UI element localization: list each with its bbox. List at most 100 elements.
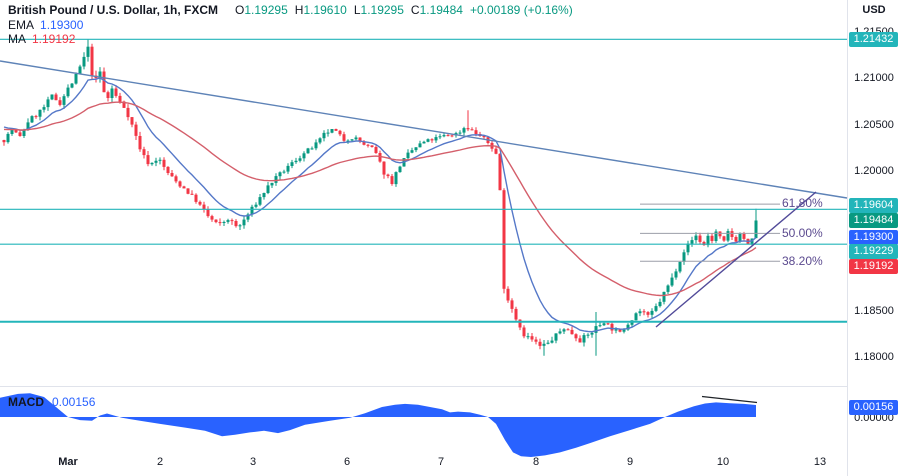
symbol-title[interactable]: British Pound / U.S. Dollar, 1h, FXCM <box>8 3 219 17</box>
candle-body <box>494 148 498 154</box>
candle-body <box>674 271 678 278</box>
candle-body <box>70 83 74 88</box>
price-axis-label: 1.20500 <box>854 119 894 131</box>
close-label: C <box>410 3 420 17</box>
candle-body <box>150 162 154 165</box>
candle-body <box>566 329 570 331</box>
trendline-descending-resistance[interactable] <box>0 60 848 199</box>
candle-body <box>230 220 234 222</box>
candle-body <box>414 147 418 151</box>
candle-body <box>682 252 686 262</box>
candle-body <box>462 128 466 133</box>
candle-body <box>662 291 666 302</box>
candle-body <box>342 134 346 141</box>
candle-body <box>590 332 594 335</box>
candle-body <box>390 176 394 184</box>
candle-body <box>550 340 554 343</box>
candle-body <box>510 300 514 309</box>
candle-body <box>350 139 354 141</box>
candle-body <box>98 71 102 79</box>
candle-body <box>542 343 546 346</box>
candle-body <box>370 145 374 147</box>
macd-legend-row[interactable]: MACD 0.00156 <box>8 395 95 409</box>
candle-body <box>214 219 218 223</box>
candle-body <box>570 329 574 335</box>
ma-line[interactable] <box>3 101 757 297</box>
candle-body <box>622 329 626 332</box>
candle-body <box>614 329 618 331</box>
candle-body <box>618 329 622 332</box>
candle-body <box>206 209 210 217</box>
fib-label-500: 50.00% <box>782 226 823 240</box>
candle-body <box>114 88 118 96</box>
candle-body <box>582 335 586 343</box>
candle-body <box>294 160 298 163</box>
price-axis-label: 1.20000 <box>854 165 894 177</box>
candle-body <box>290 162 294 166</box>
candle-body <box>2 140 6 143</box>
candle-body <box>118 95 122 102</box>
trendline-ascending-support[interactable] <box>655 191 817 328</box>
candle-body <box>38 109 42 117</box>
ema-line[interactable] <box>3 77 757 333</box>
candle-body <box>438 136 442 138</box>
macd-mini-trendline[interactable] <box>701 395 758 404</box>
price-badge-ma: 1.19192 <box>849 259 898 274</box>
candle-body <box>122 101 126 108</box>
candle-body <box>102 71 106 93</box>
candle-body <box>34 116 38 118</box>
candle-body <box>106 92 110 98</box>
candle-body <box>710 235 714 241</box>
candle-body <box>174 176 178 182</box>
candle-body <box>318 138 322 143</box>
close-value: 1.19484 <box>419 3 463 17</box>
candle-body <box>134 124 138 136</box>
price-badge-hline-fib: 1.19604 <box>849 198 898 213</box>
candle-body <box>110 88 114 98</box>
candle-body <box>466 128 470 130</box>
drawings-layer[interactable] <box>0 38 848 328</box>
time-tick-2: 2 <box>156 456 164 468</box>
price-badge-macd: 0.00156 <box>849 400 898 415</box>
candle-body <box>66 87 70 97</box>
candle-body <box>474 130 478 134</box>
ema-legend-row[interactable]: EMA 1.19300 <box>8 18 83 32</box>
time-tick-3: 3 <box>249 456 257 468</box>
candle-body <box>46 99 50 108</box>
candle-body <box>170 173 174 177</box>
candle-body <box>726 231 730 241</box>
candle-body <box>706 235 710 246</box>
candle-body <box>678 261 682 272</box>
candle-body <box>182 186 186 189</box>
price-axis-label: 1.18000 <box>854 351 894 363</box>
candle-body <box>694 235 698 241</box>
candle-body <box>690 240 694 244</box>
candle-body <box>322 132 326 139</box>
candles-layer[interactable] <box>2 39 758 356</box>
price-axis-label: 1.18500 <box>854 305 894 317</box>
candle-body <box>22 129 26 136</box>
ma-legend-row[interactable]: MA 1.19192 <box>8 32 75 46</box>
candle-body <box>406 152 410 159</box>
candle-body <box>262 193 266 198</box>
candle-body <box>138 136 142 150</box>
symbol-legend-row[interactable]: British Pound / U.S. Dollar, 1h, FXCM O 1.… <box>8 3 573 17</box>
candle-body <box>634 313 638 321</box>
candle-body <box>166 166 170 173</box>
candle-body <box>722 236 726 241</box>
candle-body <box>754 220 758 239</box>
time-tick-9: 9 <box>626 456 634 468</box>
candle-body <box>430 139 434 141</box>
macd-value: 0.00156 <box>52 395 96 409</box>
candle-body <box>374 147 378 153</box>
candle-body <box>738 233 742 242</box>
candle-body <box>14 129 18 133</box>
open-label: O <box>235 3 245 17</box>
candle-body <box>146 155 150 165</box>
price-axis-label: 1.21000 <box>854 72 894 84</box>
low-value: 1.19295 <box>360 3 404 17</box>
fib-label-382: 38.20% <box>782 254 823 268</box>
candle-body <box>378 153 382 162</box>
candle-body <box>130 117 134 125</box>
